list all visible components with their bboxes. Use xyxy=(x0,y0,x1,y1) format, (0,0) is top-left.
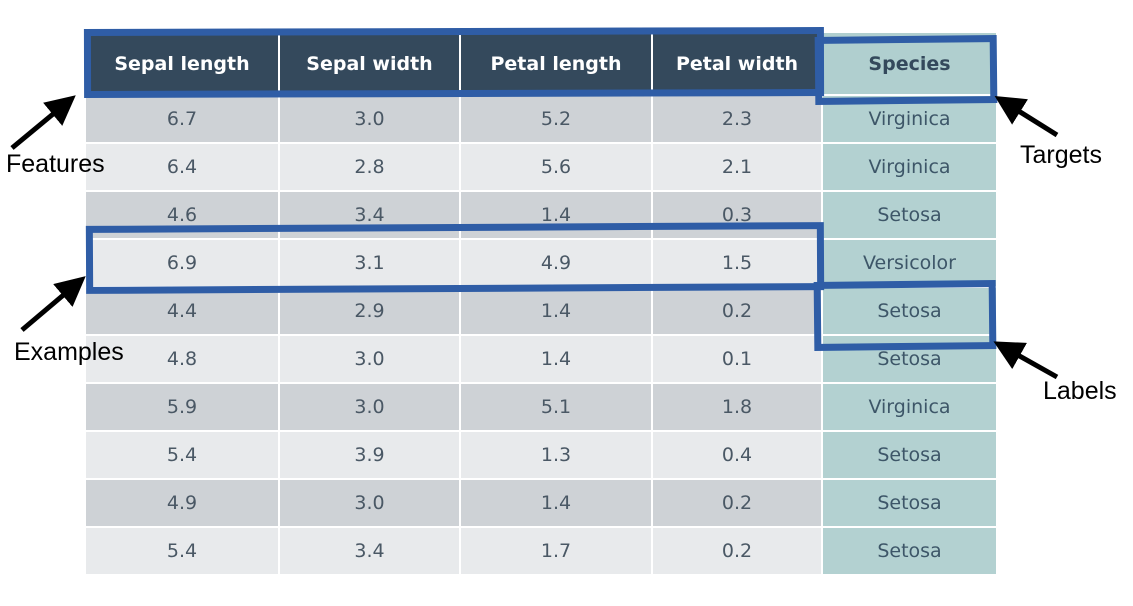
feature-cell: 1.4 xyxy=(460,335,653,384)
feature-cell: 5.4 xyxy=(86,527,280,576)
species-cell: Virginica xyxy=(822,143,998,192)
header-sepal-length: Sepal length xyxy=(86,33,280,96)
feature-cell: 3.0 xyxy=(279,479,461,528)
feature-cell: 3.4 xyxy=(279,527,461,576)
feature-cell: 2.8 xyxy=(279,143,461,192)
feature-cell: 4.8 xyxy=(86,335,280,384)
table-body: 6.7 3.0 5.2 2.3 Virginica 6.4 2.8 5.6 2.1 Virgini… xyxy=(86,95,998,576)
examples-arrow xyxy=(20,276,86,332)
header-sepal-width: Sepal width xyxy=(279,33,461,96)
iris-data-table: Sepal length Sepal width Petal length Pe… xyxy=(86,33,998,576)
feature-cell: 6.9 xyxy=(86,239,280,288)
species-cell: Setosa xyxy=(822,431,998,480)
feature-cell: 4.9 xyxy=(460,239,653,288)
feature-cell: 3.0 xyxy=(279,335,461,384)
species-cell: Versicolor xyxy=(822,239,998,288)
labels-label: Labels xyxy=(1043,377,1117,405)
feature-cell: 2.1 xyxy=(652,143,823,192)
feature-cell: 3.0 xyxy=(279,95,461,144)
feature-cell: 2.9 xyxy=(279,287,461,336)
table-row: 4.8 3.0 1.4 0.1 Setosa xyxy=(86,335,998,384)
feature-cell: 1.5 xyxy=(652,239,823,288)
targets-label: Targets xyxy=(1020,141,1102,169)
feature-cell: 4.4 xyxy=(86,287,280,336)
feature-cell: 1.4 xyxy=(460,287,653,336)
feature-cell: 5.4 xyxy=(86,431,280,480)
features-label: Features xyxy=(6,150,105,178)
feature-cell: 5.2 xyxy=(460,95,653,144)
table-row: 4.9 3.0 1.4 0.2 Setosa xyxy=(86,479,998,528)
species-cell: Setosa xyxy=(822,191,998,240)
feature-cell: 3.9 xyxy=(279,431,461,480)
feature-cell: 1.7 xyxy=(460,527,653,576)
header-petal-width: Petal width xyxy=(652,33,823,96)
feature-cell: 0.4 xyxy=(652,431,823,480)
examples-label: Examples xyxy=(14,338,124,366)
labels-arrow xyxy=(993,341,1059,380)
feature-cell: 5.9 xyxy=(86,383,280,432)
feature-cell: 3.1 xyxy=(279,239,461,288)
table-row: 5.4 3.9 1.3 0.4 Setosa xyxy=(86,431,998,480)
table-row: 4.4 2.9 1.4 0.2 Setosa xyxy=(86,287,998,336)
table-row: 4.6 3.4 1.4 0.3 Setosa xyxy=(86,191,998,240)
feature-cell: 4.6 xyxy=(86,191,280,240)
features-arrow xyxy=(10,95,76,150)
species-cell: Virginica xyxy=(822,383,998,432)
species-cell: Setosa xyxy=(822,527,998,576)
table-row: 6.9 3.1 4.9 1.5 Versicolor xyxy=(86,239,998,288)
species-cell: Setosa xyxy=(822,287,998,336)
feature-cell: 1.4 xyxy=(460,191,653,240)
feature-cell: 5.6 xyxy=(460,143,653,192)
feature-cell: 1.8 xyxy=(652,383,823,432)
feature-cell: 3.0 xyxy=(279,383,461,432)
targets-arrow xyxy=(994,96,1059,138)
feature-cell: 4.9 xyxy=(86,479,280,528)
header-row: Sepal length Sepal width Petal length Pe… xyxy=(86,33,998,96)
feature-cell: 2.3 xyxy=(652,95,823,144)
feature-cell: 6.4 xyxy=(86,143,280,192)
species-cell: Setosa xyxy=(822,479,998,528)
table-row: 6.4 2.8 5.6 2.1 Virginica xyxy=(86,143,998,192)
feature-cell: 6.7 xyxy=(86,95,280,144)
feature-cell: 0.3 xyxy=(652,191,823,240)
feature-cell: 1.3 xyxy=(460,431,653,480)
feature-cell: 3.4 xyxy=(279,191,461,240)
header-species: Species xyxy=(822,33,998,96)
table-row: 5.9 3.0 5.1 1.8 Virginica xyxy=(86,383,998,432)
feature-cell: 0.2 xyxy=(652,527,823,576)
feature-cell: 5.1 xyxy=(460,383,653,432)
species-cell: Virginica xyxy=(822,95,998,144)
feature-cell: 0.2 xyxy=(652,479,823,528)
table-row: 5.4 3.4 1.7 0.2 Setosa xyxy=(86,527,998,576)
feature-cell: 0.1 xyxy=(652,335,823,384)
table-row: 6.7 3.0 5.2 2.3 Virginica xyxy=(86,95,998,144)
header-petal-length: Petal length xyxy=(460,33,653,96)
species-cell: Setosa xyxy=(822,335,998,384)
feature-cell: 1.4 xyxy=(460,479,653,528)
feature-cell: 0.2 xyxy=(652,287,823,336)
